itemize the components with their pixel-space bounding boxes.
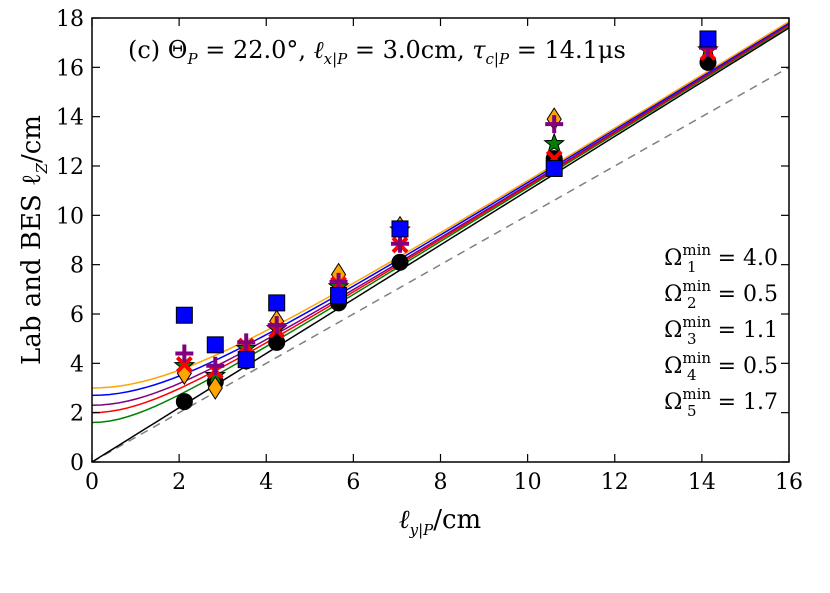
- x-tick-label: 12: [601, 470, 629, 495]
- y-tick-label: 6: [70, 303, 84, 328]
- square-marker: [206, 336, 224, 354]
- x-tick-label: 2: [172, 470, 186, 495]
- star-marker: [543, 132, 566, 154]
- square-marker: [330, 287, 348, 304]
- omega-min-5: Ωmin 5 = 1.7: [664, 385, 778, 420]
- x-tick-label: 8: [434, 470, 448, 495]
- plus-marker: [237, 333, 256, 352]
- square-marker: [699, 30, 717, 48]
- square-marker: [237, 351, 255, 369]
- y-tick-label: 8: [70, 254, 84, 279]
- diamond-marker: [207, 376, 223, 400]
- y-tick-label: 4: [70, 352, 84, 377]
- x-tick-label: 14: [688, 470, 716, 495]
- y-tick-label: 18: [56, 7, 84, 32]
- fit-curve-5: [92, 21, 789, 397]
- y-axis-label: Lab and BES ℓZ/cm: [17, 115, 51, 365]
- omega-min-1: Ωmin 1 = 4.0: [664, 241, 778, 276]
- omega-min-2: Ωmin 2 = 0.5: [664, 277, 778, 312]
- plus-marker: [175, 344, 194, 363]
- reference-line: [92, 66, 789, 462]
- omega-min-4: Ωmin 4 = 0.5: [664, 349, 778, 384]
- square-marker: [545, 159, 563, 177]
- plus-marker: [390, 234, 409, 253]
- x-tick-label: 6: [346, 470, 360, 495]
- plot-area: [92, 20, 789, 462]
- x-marker: [175, 356, 193, 373]
- square-marker: [175, 306, 193, 324]
- fit-curve-4: [92, 23, 789, 407]
- data-markers: [173, 30, 719, 411]
- circle-marker: [268, 333, 286, 351]
- circle-marker: [391, 253, 409, 271]
- plus-marker: [206, 356, 225, 375]
- fit-curve-6: [92, 20, 789, 389]
- x-axis-label: ℓy|P/cm: [399, 505, 481, 539]
- square-marker: [268, 294, 286, 312]
- plus-marker: [267, 316, 286, 335]
- chart-annotation: (c) ΘP = 22.0°, ℓx|P = 3.0cm, τc|P = 14.…: [128, 36, 626, 68]
- x-tick-label: 16: [775, 470, 803, 495]
- y-tick-label: 2: [70, 402, 84, 427]
- axis-ticks: 0 2 4 6 8 10 12 14 16 0 2 4 6 8 10 12 14 16 18: [56, 7, 803, 495]
- plus-marker: [545, 115, 564, 134]
- square-marker: [391, 220, 409, 238]
- y-tick-label: 16: [56, 56, 84, 81]
- y-tick-label: 0: [70, 451, 84, 476]
- x-tick-label: 0: [85, 470, 99, 495]
- y-tick-label: 14: [56, 106, 84, 131]
- circle-marker: [175, 393, 193, 411]
- omega-min-3: Ωmin 3 = 1.1: [664, 313, 778, 348]
- y-tick-label: 10: [56, 204, 84, 229]
- y-tick-label: 12: [56, 155, 84, 180]
- fit-curves: [92, 20, 789, 462]
- x-tick-label: 4: [259, 470, 273, 495]
- x-tick-label: 10: [514, 470, 542, 495]
